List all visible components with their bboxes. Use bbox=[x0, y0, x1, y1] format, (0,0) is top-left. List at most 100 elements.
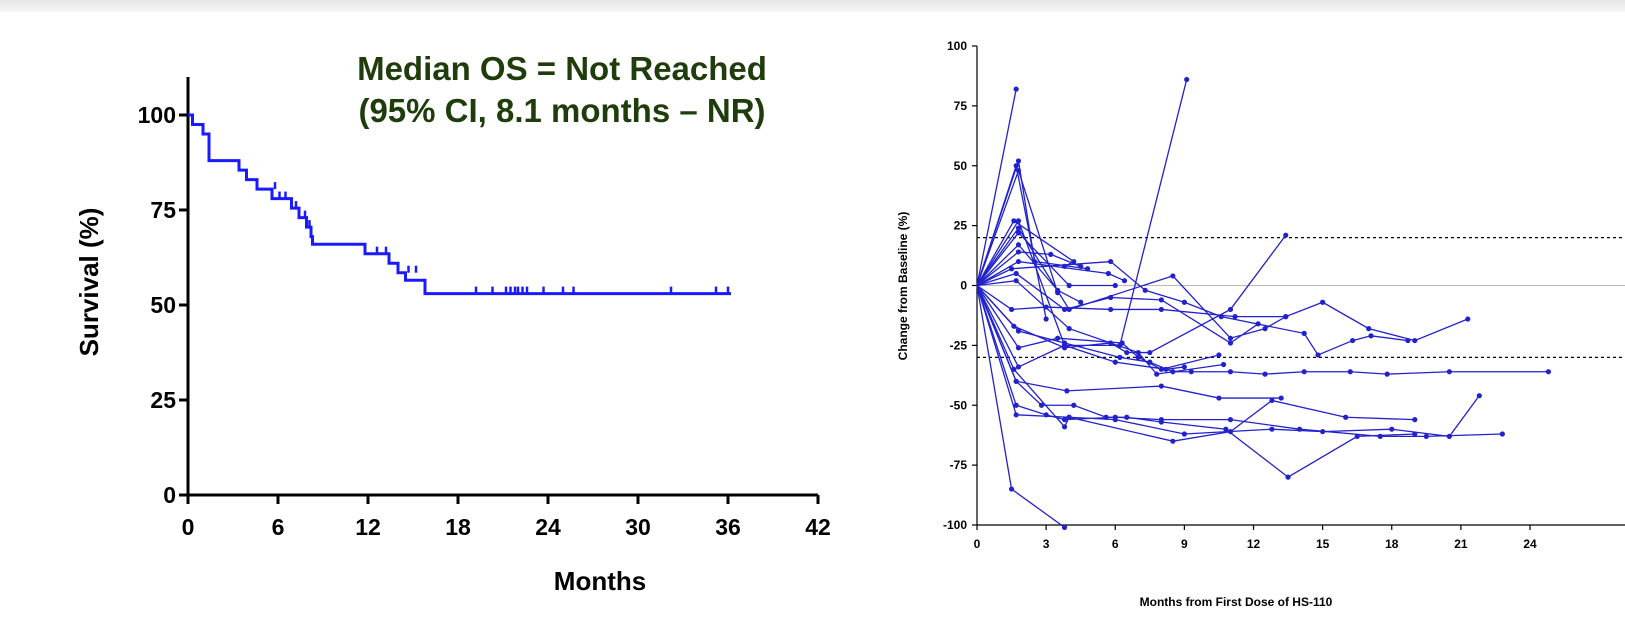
spider-data-point bbox=[1013, 163, 1019, 169]
spider-data-point bbox=[1015, 242, 1022, 248]
spider-y-tick-label: 75 bbox=[954, 99, 968, 113]
spider-series-line bbox=[976, 285, 1415, 442]
spider-data-point bbox=[1043, 412, 1049, 418]
spider-series-line bbox=[976, 234, 1287, 354]
spider-data-point bbox=[1476, 393, 1482, 399]
spider-data-point bbox=[1055, 335, 1061, 341]
spider-data-point bbox=[1112, 359, 1118, 365]
spider-data-point bbox=[1255, 321, 1261, 327]
spider-data-point bbox=[1446, 433, 1452, 439]
spider-data-point bbox=[1220, 361, 1227, 368]
spider-data-point bbox=[1015, 230, 1022, 236]
spider-data-point bbox=[1078, 299, 1084, 305]
spider-data-point bbox=[1015, 158, 1022, 164]
spider-x-tick-label: 0 bbox=[974, 537, 981, 551]
spider-series bbox=[976, 225, 1289, 341]
spider-data-point bbox=[1412, 417, 1418, 423]
spider-data-point bbox=[1043, 304, 1049, 310]
spider-series-line bbox=[976, 285, 1282, 399]
spider-data-point bbox=[1078, 263, 1084, 269]
spider-data-point bbox=[1227, 335, 1234, 341]
spider-data-point bbox=[1188, 369, 1194, 375]
kaplan-meier-chart: Median OS = Not Reached (95% CI, 8.1 mon… bbox=[74, 50, 831, 596]
spider-data-point bbox=[1423, 433, 1429, 439]
spider-data-point bbox=[1158, 297, 1164, 303]
spider-x-tick-label: 21 bbox=[1454, 537, 1468, 551]
spider-data-point bbox=[1061, 306, 1068, 313]
median-os-annotation-line-1: Median OS = Not Reached bbox=[357, 50, 767, 87]
spider-data-point bbox=[1216, 395, 1222, 401]
spider-y-tick-label: -75 bbox=[950, 458, 968, 472]
spider-data-point bbox=[1499, 431, 1505, 437]
spider-series bbox=[976, 285, 1187, 372]
spider-data-point bbox=[1181, 299, 1187, 305]
spider-data-point bbox=[1124, 349, 1130, 356]
spider-data-point bbox=[1124, 414, 1130, 420]
spider-data-point bbox=[1015, 328, 1022, 334]
spider-data-point bbox=[1343, 414, 1349, 420]
spider-data-point bbox=[1184, 76, 1190, 83]
spider-data-point bbox=[1412, 337, 1418, 344]
spider-data-point bbox=[1412, 431, 1418, 437]
spider-series bbox=[976, 163, 1049, 322]
spider-data-point bbox=[1446, 369, 1452, 375]
spider-series-line bbox=[976, 285, 1480, 438]
spider-data-point bbox=[1349, 337, 1356, 344]
spider-data-point bbox=[1013, 86, 1019, 92]
spider-data-point bbox=[1008, 486, 1015, 492]
spider-data-point bbox=[1269, 426, 1275, 432]
spider-data-point bbox=[1389, 426, 1395, 432]
spider-data-point bbox=[1227, 369, 1234, 375]
spider-data-point bbox=[1227, 417, 1234, 423]
spider-series-line bbox=[976, 280, 1224, 375]
spider-data-point bbox=[1112, 414, 1118, 420]
spider-data-point bbox=[1262, 371, 1268, 377]
spider-series-line bbox=[976, 285, 1065, 528]
spider-data-point bbox=[1038, 402, 1045, 408]
survival-curve bbox=[188, 113, 731, 296]
spider-series bbox=[976, 249, 1084, 287]
spider-x-tick-label: 15 bbox=[1316, 537, 1330, 551]
spider-data-point bbox=[1347, 369, 1353, 375]
spider-y-tick-label: 50 bbox=[954, 159, 968, 173]
spider-series bbox=[976, 158, 1091, 286]
spider-data-point bbox=[1055, 290, 1061, 296]
spider-series-line bbox=[976, 219, 1076, 286]
spider-data-point bbox=[1269, 397, 1275, 404]
spider-data-point bbox=[1085, 266, 1091, 272]
km-y-axis-label: Survival (%) bbox=[74, 208, 104, 357]
spider-data-point bbox=[1218, 314, 1224, 320]
spider-series bbox=[976, 232, 1289, 356]
spider-data-point bbox=[1301, 369, 1307, 375]
spider-data-point bbox=[1061, 342, 1068, 348]
spider-data-point bbox=[1013, 278, 1019, 284]
spider-data-point bbox=[1061, 263, 1068, 269]
spider-series bbox=[976, 285, 1505, 439]
spider-data-point bbox=[1119, 340, 1125, 346]
spider-data-point bbox=[1405, 337, 1411, 344]
spider-data-point bbox=[1147, 359, 1153, 365]
spider-series bbox=[976, 285, 1222, 372]
spider-x-tick-label: 12 bbox=[1247, 537, 1261, 551]
spider-series bbox=[976, 258, 1128, 287]
spider-data-point bbox=[1227, 340, 1234, 346]
km-x-tick-label: 6 bbox=[272, 514, 285, 540]
spider-data-point bbox=[1015, 218, 1022, 224]
spider-y-tick-label: -25 bbox=[950, 338, 968, 352]
spider-data-point bbox=[1061, 345, 1068, 351]
spider-y-axis-label: Change from Baseline (%) bbox=[896, 212, 910, 361]
spider-data-point bbox=[1181, 431, 1187, 437]
spider-y-tick-label: 0 bbox=[960, 279, 967, 293]
km-y-tick-label: 50 bbox=[150, 292, 176, 318]
spider-data-point bbox=[1061, 424, 1068, 430]
median-os-annotation-line-2: (95% CI, 8.1 months – NR) bbox=[358, 92, 765, 129]
spider-series-line bbox=[976, 88, 1017, 286]
spider-data-point bbox=[1278, 395, 1284, 401]
spider-series bbox=[976, 86, 1019, 286]
spider-data-point bbox=[1170, 273, 1176, 279]
km-x-tick-label: 36 bbox=[715, 514, 741, 540]
km-y-tick-label: 100 bbox=[138, 102, 176, 128]
spider-data-point bbox=[1061, 340, 1068, 346]
spider-series bbox=[976, 278, 1227, 377]
km-x-tick-label: 18 bbox=[445, 514, 471, 540]
